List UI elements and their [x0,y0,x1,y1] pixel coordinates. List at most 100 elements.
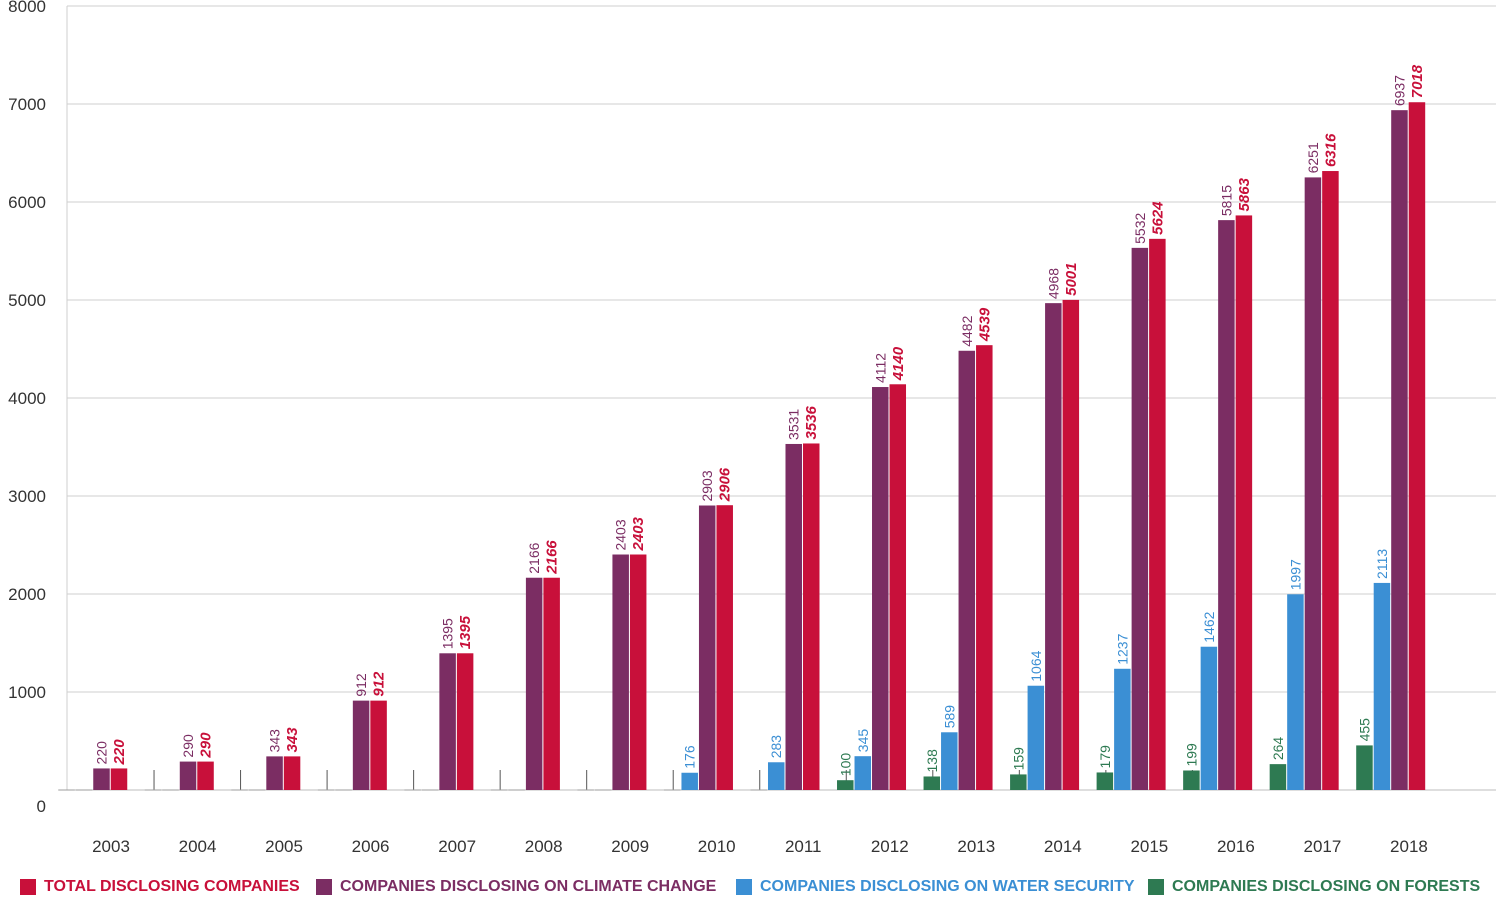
bar-total-2007 [456,653,474,790]
legend-item-climate[interactable]: COMPANIES DISCLOSING ON CLIMATE CHANGE [316,872,716,902]
data-label-climate: 912 [353,673,369,697]
data-label-climate: 2903 [699,470,715,501]
data-label-forests: 100 [837,753,853,777]
data-label-forests: 264 [1270,737,1286,761]
data-label-climate: 220 [94,741,110,765]
bar-water-2014 [1027,685,1045,790]
y-tick-label: 6000 [8,193,46,212]
data-label-climate: 3531 [786,409,802,440]
y-tick-label: 5000 [8,291,46,310]
bar-climate-2013 [958,350,976,790]
data-label-total: 2403 [630,516,647,551]
bar-total-2009 [629,554,647,790]
bar-climate-2018 [1391,110,1408,790]
bar-total-2018 [1408,102,1426,790]
bar-climate-2016 [1218,220,1235,790]
x-tick-label: 2018 [1390,837,1428,856]
data-label-total: 4140 [890,346,907,381]
bar-water-2012 [854,756,872,790]
bar-total-2003 [110,768,128,790]
data-label-climate: 290 [180,734,196,758]
legend-label-climate: COMPANIES DISCLOSING ON CLIMATE CHANGE [340,878,717,895]
bar-climate-2005 [266,756,283,790]
bar-forests-2015 [1096,772,1114,790]
data-label-water: 1462 [1201,611,1217,642]
data-label-total: 220 [111,739,128,766]
data-label-climate: 343 [267,729,283,753]
data-label-total: 2906 [717,467,734,502]
bar-forests-2016 [1183,770,1200,790]
y-tick-label: 4000 [8,389,46,408]
bar-chart: 0 1000 2000 3000 4000 5000 6000 7000 8000 2003 220… [8,0,1496,856]
x-tick-label: 2005 [265,837,303,856]
bar-climate-2006 [352,700,370,790]
data-label-climate: 1395 [440,618,456,649]
x-tick-label: 2012 [871,837,909,856]
data-label-water: 1064 [1028,650,1044,681]
y-tick-label: 0 [37,797,46,816]
bar-forests-2014 [1010,774,1027,790]
data-label-total: 2166 [544,540,561,575]
data-label-forests: 179 [1097,745,1113,769]
x-tick-label: 2010 [698,837,736,856]
bar-climate-2007 [439,653,456,790]
bar-water-2010 [681,772,698,790]
data-label-climate: 4482 [959,315,975,346]
legend-item-water[interactable]: COMPANIES DISCLOSING ON WATER SECURITY [736,872,1135,902]
data-label-climate: 5532 [1132,213,1148,244]
bar-total-2010 [716,505,733,790]
chart-legend: TOTAL DISCLOSING COMPANIES COMPANIES DIS… [0,872,1500,902]
bar-climate-2003 [93,768,110,790]
data-label-forests: 138 [924,749,940,773]
x-tick-label: 2011 [785,837,822,856]
bar-total-2014 [1062,299,1080,790]
x-tick-label: 2016 [1217,837,1255,856]
data-label-total: 5863 [1236,177,1253,211]
data-label-total: 5001 [1063,263,1080,296]
legend-swatch-total [20,879,36,895]
data-label-total: 4539 [976,307,993,342]
y-tick-label: 3000 [8,487,46,506]
data-label-total: 290 [198,732,215,759]
bar-total-2008 [543,577,560,790]
x-tick-label: 2003 [92,837,130,856]
y-tick-label: 7000 [8,95,46,114]
data-label-forests: 159 [1010,747,1026,771]
legend-label-total: TOTAL DISCLOSING COMPANIES [44,878,300,895]
y-tick-label: 1000 [8,683,46,702]
bar-water-2011 [767,762,785,790]
bar-climate-2004 [179,761,197,790]
legend-swatch-water [736,879,752,895]
bar-total-2016 [1235,215,1253,790]
legend-swatch-forests [1148,879,1164,895]
bar-total-2013 [976,345,993,790]
legend-label-forests: COMPANIES DISCLOSING ON FORESTS [1172,878,1481,895]
x-tick-label: 2013 [957,837,995,856]
legend-item-forests[interactable]: COMPANIES DISCLOSING ON FORESTS [1148,872,1480,902]
data-label-climate: 6937 [1391,75,1407,106]
x-tick-label: 2008 [525,837,563,856]
bar-total-2012 [889,384,907,790]
x-tick-label: 2014 [1044,837,1082,856]
data-label-water: 345 [855,729,871,753]
x-tick-label: 2007 [438,837,476,856]
x-tick-label: 2015 [1130,837,1168,856]
data-label-total: 3536 [803,405,820,439]
legend-item-total[interactable]: TOTAL DISCLOSING COMPANIES [20,872,300,902]
bar-forests-2017 [1269,764,1287,790]
y-tick-label: 8000 [8,0,46,16]
data-label-climate: 4112 [872,353,888,383]
data-label-water: 2113 [1374,549,1390,579]
data-label-forests: 455 [1356,718,1372,742]
bar-total-2004 [197,761,214,790]
bar-climate-2009 [612,554,629,790]
data-label-total: 1395 [457,615,474,649]
data-label-total: 5624 [1149,201,1166,235]
data-label-water: 589 [941,705,957,729]
bar-forests-2013 [923,776,941,790]
bar-water-2013 [941,732,958,790]
data-label-water: 1237 [1114,633,1130,664]
bar-climate-2012 [872,387,889,790]
bar-total-2006 [370,700,387,790]
